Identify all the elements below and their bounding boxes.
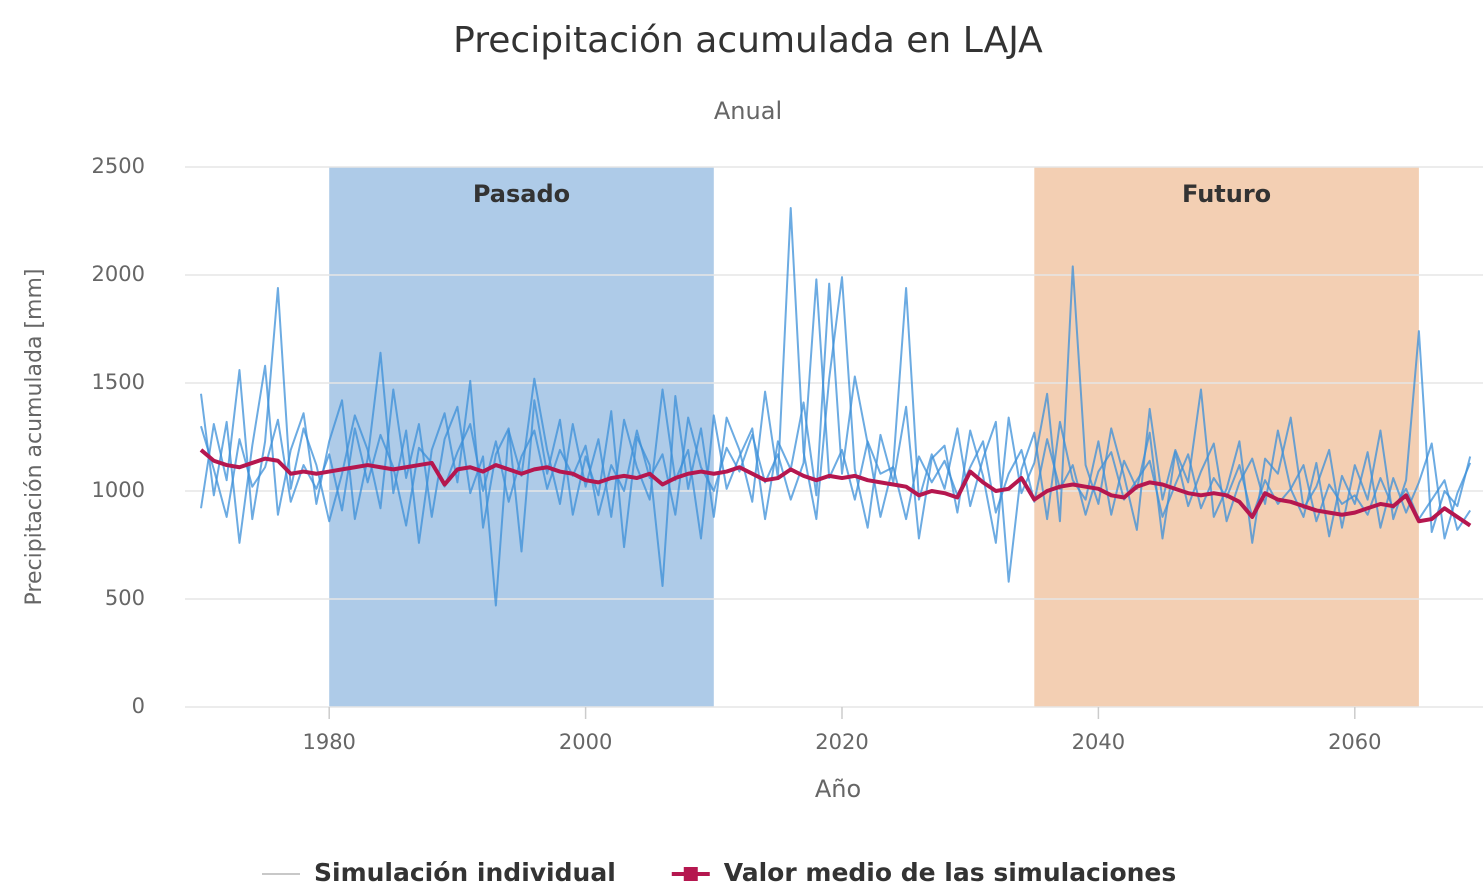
chart-title: Precipitación acumulada en LAJA bbox=[453, 20, 1043, 61]
x-tick-label: 2020 bbox=[815, 730, 868, 754]
legend-label: Simulación individual bbox=[314, 858, 616, 887]
legend-label: Valor medio de las simulaciones bbox=[724, 858, 1177, 887]
y-tick-label: 1500 bbox=[92, 370, 145, 394]
chart-subtitle: Anual bbox=[714, 97, 782, 125]
x-axis-title: Año bbox=[815, 775, 861, 803]
x-tick-label: 2040 bbox=[1072, 730, 1125, 754]
simulation-line bbox=[200, 282, 1472, 607]
y-tick-label: 2000 bbox=[92, 262, 145, 286]
y-tick-label: 1000 bbox=[92, 478, 145, 502]
plot-band-label: Pasado bbox=[473, 180, 570, 208]
x-tick-label: 2000 bbox=[559, 730, 612, 754]
y-tick-label: 2500 bbox=[92, 154, 145, 178]
y-tick-label: 500 bbox=[105, 586, 145, 610]
x-tick-label: 1980 bbox=[302, 730, 355, 754]
mean-line bbox=[199, 448, 1472, 528]
y-tick-label: 0 bbox=[132, 694, 145, 718]
x-tick-label: 2060 bbox=[1328, 730, 1381, 754]
y-axis-title: Precipitación acumulada [mm] bbox=[22, 269, 47, 606]
plot-band bbox=[1034, 167, 1419, 707]
legend-marker bbox=[683, 867, 698, 881]
plot-band-label: Futuro bbox=[1182, 180, 1271, 208]
plot-band bbox=[329, 167, 714, 707]
simulation-line bbox=[200, 278, 1472, 531]
